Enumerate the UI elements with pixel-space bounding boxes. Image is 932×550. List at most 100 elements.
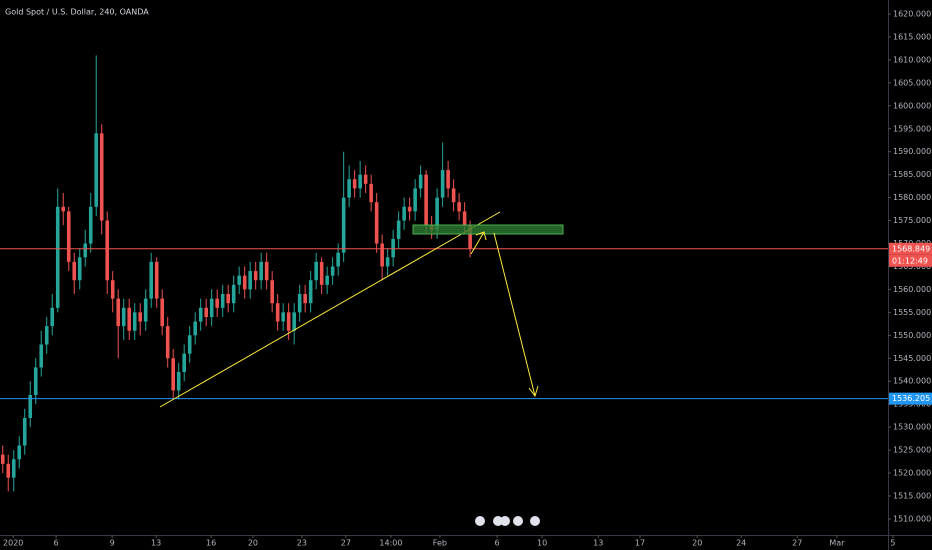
- y-tick-label: 1515.000: [893, 491, 931, 500]
- event-icons[interactable]: [475, 516, 540, 526]
- candle-body: [209, 298, 214, 317]
- candle-body: [143, 298, 148, 322]
- candle-body: [61, 206, 66, 212]
- event-icon[interactable]: [513, 516, 523, 526]
- y-tick-label: 1545.000: [893, 354, 931, 363]
- candle-body: [182, 353, 186, 373]
- candle-body: [55, 206, 60, 308]
- target-label: 1536.205: [892, 394, 930, 403]
- event-icon[interactable]: [500, 516, 510, 526]
- x-tick-label: Mar: [829, 539, 845, 548]
- candle-body: [451, 188, 456, 203]
- candle-body: [39, 344, 44, 368]
- candle-body: [176, 372, 181, 391]
- candle-body: [160, 298, 165, 327]
- candle-body: [220, 294, 225, 308]
- candle-body: [6, 463, 11, 478]
- y-tick-label: 1540.000: [893, 377, 931, 386]
- x-tick-label: Feb: [433, 539, 447, 548]
- candle-body: [94, 133, 99, 207]
- candle-body: [319, 261, 324, 285]
- x-tick-label: 14:00: [379, 539, 402, 548]
- y-tick-label: 1610.000: [893, 55, 931, 64]
- candle-body: [457, 202, 461, 212]
- y-tick-label: 1555.000: [893, 308, 931, 317]
- candle-body: [391, 238, 395, 258]
- candle-body: [88, 206, 93, 244]
- candle-body: [215, 298, 219, 308]
- candle-body: [226, 294, 230, 304]
- x-tick-label: 10: [537, 539, 547, 548]
- y-tick-label: 1560.000: [893, 285, 931, 294]
- candle-body: [446, 170, 450, 189]
- y-tick-label: 1510.000: [893, 514, 931, 523]
- y-tick-label: 1595.000: [893, 124, 931, 133]
- x-tick-label: 13: [593, 539, 603, 548]
- candle-body: [138, 312, 143, 322]
- event-icon[interactable]: [493, 516, 503, 526]
- x-tick-label: 20: [248, 539, 258, 548]
- y-tick-label: 1585.000: [893, 170, 931, 179]
- candle-body: [193, 321, 197, 336]
- y-tick-label: 1615.000: [893, 32, 931, 41]
- candle-body: [396, 220, 401, 239]
- candle-body: [28, 394, 33, 418]
- y-tick-label: 1550.000: [893, 331, 931, 340]
- candle-body: [77, 257, 82, 281]
- y-tick-label: 1575.000: [893, 216, 931, 225]
- candle-body: [22, 417, 27, 446]
- candle-body: [17, 445, 22, 460]
- candle-body: [105, 220, 110, 281]
- candle-body: [407, 206, 412, 212]
- candle-body: [347, 179, 351, 198]
- candle-body: [110, 280, 115, 299]
- event-icon[interactable]: [530, 516, 540, 526]
- y-tick-label: 1525.000: [893, 446, 931, 455]
- candle-body: [270, 280, 274, 304]
- candle-body: [374, 202, 379, 244]
- candle-body: [308, 280, 313, 304]
- candle-body: [341, 197, 346, 253]
- target-tag: [889, 392, 932, 405]
- candle-body: [413, 188, 417, 212]
- candle-body: [330, 266, 335, 276]
- candle-body: [187, 335, 192, 354]
- candle-body: [132, 312, 137, 331]
- x-tick-label: 2020: [3, 539, 23, 548]
- candle-body: [253, 271, 258, 281]
- candle-body: [424, 174, 428, 226]
- countdown-tag: [889, 254, 932, 267]
- candle-body: [314, 261, 318, 281]
- candle-body: [33, 367, 38, 395]
- x-tick-label: 27: [792, 539, 802, 548]
- candle-body: [44, 326, 49, 345]
- candle-body: [336, 252, 340, 267]
- x-tick-label: 6: [495, 539, 500, 548]
- x-tick-label: 16: [206, 539, 216, 548]
- candle-body: [435, 197, 439, 230]
- zone: [412, 224, 564, 235]
- candle-body: [50, 307, 55, 327]
- event-icon[interactable]: [475, 516, 485, 526]
- candle-body: [369, 183, 373, 203]
- candle-body: [440, 170, 445, 198]
- x-tick-label: 17: [635, 539, 645, 548]
- candle-body: [121, 307, 126, 327]
- arrow-head: [528, 385, 539, 398]
- x-tick-label: 6: [54, 539, 59, 548]
- candle-body: [385, 257, 390, 267]
- arrow-down: [493, 232, 536, 397]
- candle-body: [325, 275, 329, 285]
- candle-body: [281, 312, 285, 322]
- y-tick-label: 1580.000: [893, 193, 931, 202]
- countdown: 01:12:49: [892, 256, 928, 265]
- candle-body: [275, 303, 280, 322]
- candle-body: [11, 459, 16, 478]
- candle-body: [237, 275, 241, 285]
- candle-body: [127, 307, 132, 331]
- candle-body: [165, 326, 170, 359]
- candle-body: [231, 284, 236, 304]
- candle-body: [116, 298, 121, 327]
